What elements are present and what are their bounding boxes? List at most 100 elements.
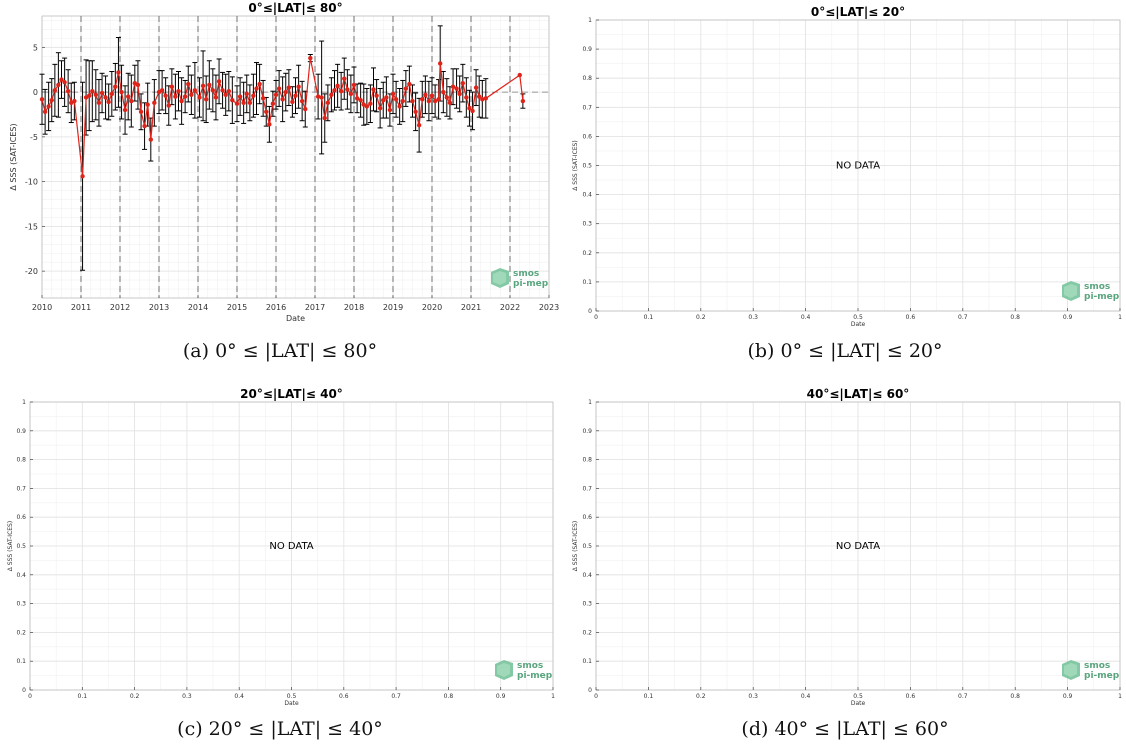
data-point <box>210 88 216 93</box>
y-axis-label: Δ SSS (SAT-ICES) <box>572 140 579 190</box>
data-point <box>216 79 222 84</box>
caption-c: (c) 20° ≤ |LAT| ≤ 40° <box>177 718 383 740</box>
data-point <box>426 98 432 104</box>
data-point <box>319 95 324 100</box>
data-point <box>473 85 479 90</box>
data-point <box>483 96 489 101</box>
data-point <box>354 96 360 101</box>
data-point <box>148 137 154 142</box>
data-point <box>374 93 379 98</box>
plot-frame <box>41 15 550 299</box>
data-point <box>182 94 188 99</box>
x-tick-label: 1 <box>1118 314 1122 321</box>
data-point <box>308 55 313 61</box>
data-point <box>381 97 386 103</box>
chart-title: 0°≤|LAT|≤ 20° <box>811 5 905 19</box>
x-tick-label: 2013 <box>149 303 169 312</box>
x-tick-label: 2014 <box>188 303 208 312</box>
x-tick-label: 0.4 <box>234 693 244 700</box>
data-point <box>410 98 415 104</box>
data-point <box>444 95 450 100</box>
data-point <box>56 82 61 88</box>
data-point <box>99 90 105 96</box>
x-tick-label: 1 <box>1118 693 1122 700</box>
data-point <box>260 96 266 101</box>
x-axis-label: Date <box>851 700 866 707</box>
x-tick-label: 0.1 <box>644 314 654 321</box>
data-point <box>86 93 92 98</box>
x-tick-label: 0 <box>28 693 32 700</box>
data-point <box>65 89 71 94</box>
data-point <box>377 106 383 111</box>
data-point <box>207 82 212 88</box>
x-tick-label: 0.1 <box>644 693 654 700</box>
x-tick-label: 0.3 <box>182 693 192 700</box>
y-tick-label: -15 <box>25 222 38 231</box>
caption-b: (b) 0° ≤ |LAT| ≤ 20° <box>747 340 943 362</box>
data-point <box>416 123 422 128</box>
data-point <box>387 107 393 113</box>
data-point <box>283 89 288 95</box>
x-tick-label: 2023 <box>539 303 559 312</box>
x-tick-label: 2017 <box>305 303 325 312</box>
data-point <box>390 91 396 97</box>
data-point <box>348 91 354 97</box>
data-point <box>72 98 77 104</box>
data-point <box>176 89 181 94</box>
no-data-annotation: NO DATA <box>836 541 880 552</box>
data-point <box>234 101 240 106</box>
data-point <box>358 97 363 103</box>
data-point <box>223 92 228 97</box>
y-tick-label: 0.5 <box>582 543 592 550</box>
data-point <box>109 91 115 97</box>
data-point <box>403 86 409 91</box>
logo-shape-inner <box>497 663 510 677</box>
chart-panel-b: 0 0.1 0.2 0.3 0.4 0.5 0.6 0.7 0.8 0.9 1 0 0.1 0.2 0.3 0… <box>565 0 1126 330</box>
data-point <box>460 80 466 86</box>
data-point <box>226 89 232 94</box>
y-tick-label: 0.9 <box>16 428 26 435</box>
no-data-annotation: NO DATA <box>836 161 880 172</box>
data-point <box>470 108 475 114</box>
logo-line1: smos <box>513 269 539 279</box>
data-point <box>407 81 412 87</box>
data-point <box>186 81 191 87</box>
data-point <box>119 89 124 95</box>
y-tick-label: 0 <box>588 687 592 694</box>
data-point <box>345 87 350 92</box>
chart-panel-a: 2010 2011 2012 2013 2014 2015 2016 2017 2018 2019… <box>0 0 560 330</box>
y-tick-label: 0.7 <box>16 485 26 492</box>
data-point <box>125 94 131 99</box>
y-tick-label: 0.2 <box>16 629 26 636</box>
data-point <box>169 84 175 89</box>
x-tick-label: 0.7 <box>958 314 968 321</box>
x-axis-label: Date <box>284 700 299 707</box>
data-point <box>113 84 118 89</box>
data-point <box>290 99 295 105</box>
data-point <box>129 98 134 104</box>
chart-title: 20°≤|LAT|≤ 40° <box>240 387 343 401</box>
x-tick-label: 0.2 <box>130 693 140 700</box>
y-tick-label: 0.5 <box>582 163 592 170</box>
x-tick-label: 2020 <box>422 303 442 312</box>
y-tick-label: 1 <box>588 17 592 24</box>
data-point <box>192 88 198 93</box>
y-tick-label: -5 <box>30 133 38 142</box>
x-tick-label: 2018 <box>344 303 364 312</box>
data-point <box>400 98 405 104</box>
y-tick-label: 0.9 <box>582 428 592 435</box>
x-tick-label: 2010 <box>32 303 52 312</box>
data-point <box>247 100 253 106</box>
data-point <box>200 83 206 89</box>
y-tick-label: 0.2 <box>582 629 592 636</box>
x-tick-label: 0.5 <box>853 693 863 700</box>
data-point <box>303 106 308 112</box>
data-point <box>173 94 178 99</box>
data-point <box>276 86 282 91</box>
data-point <box>450 84 456 89</box>
data-point <box>166 103 171 108</box>
x-tick-label: 0 <box>594 693 598 700</box>
data-point <box>237 94 243 99</box>
y-tick-label: -20 <box>25 267 38 276</box>
